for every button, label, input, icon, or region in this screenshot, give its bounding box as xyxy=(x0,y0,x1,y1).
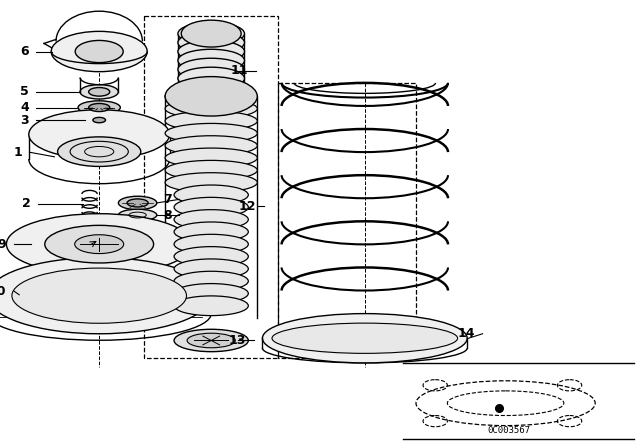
Ellipse shape xyxy=(174,271,248,291)
Bar xyxy=(144,16,278,358)
Ellipse shape xyxy=(272,323,458,353)
Text: 7: 7 xyxy=(163,193,172,206)
Text: 4: 4 xyxy=(20,101,29,114)
Ellipse shape xyxy=(178,49,244,72)
Ellipse shape xyxy=(58,137,141,166)
Ellipse shape xyxy=(178,67,244,90)
Ellipse shape xyxy=(174,185,248,205)
Ellipse shape xyxy=(78,101,120,114)
Ellipse shape xyxy=(165,99,257,118)
Ellipse shape xyxy=(76,40,123,63)
Ellipse shape xyxy=(6,214,192,275)
Ellipse shape xyxy=(165,148,257,168)
Ellipse shape xyxy=(181,20,241,47)
Ellipse shape xyxy=(174,329,248,352)
Text: 0C003567: 0C003567 xyxy=(487,426,531,435)
Text: 13: 13 xyxy=(229,334,246,347)
Ellipse shape xyxy=(165,136,257,155)
Text: 14: 14 xyxy=(458,327,475,340)
Ellipse shape xyxy=(174,259,248,279)
Text: 1: 1 xyxy=(13,146,22,159)
Ellipse shape xyxy=(187,333,236,348)
Ellipse shape xyxy=(85,115,113,125)
Ellipse shape xyxy=(29,110,170,159)
Ellipse shape xyxy=(178,22,244,45)
Ellipse shape xyxy=(165,160,257,180)
Ellipse shape xyxy=(12,268,186,323)
Ellipse shape xyxy=(174,210,248,229)
Ellipse shape xyxy=(93,117,106,123)
Ellipse shape xyxy=(118,209,157,221)
Text: 12: 12 xyxy=(239,199,256,213)
Ellipse shape xyxy=(178,58,244,81)
Text: 8: 8 xyxy=(163,208,172,222)
Ellipse shape xyxy=(174,222,248,241)
Ellipse shape xyxy=(118,196,157,210)
Ellipse shape xyxy=(51,31,147,72)
Ellipse shape xyxy=(174,284,248,303)
Text: 3: 3 xyxy=(20,113,29,127)
Ellipse shape xyxy=(88,87,110,96)
Text: 11: 11 xyxy=(231,64,248,78)
Ellipse shape xyxy=(165,123,257,143)
Ellipse shape xyxy=(178,31,244,54)
Ellipse shape xyxy=(75,235,124,254)
Ellipse shape xyxy=(80,85,118,99)
Text: 2: 2 xyxy=(22,197,31,211)
Ellipse shape xyxy=(88,103,110,112)
Text: 5: 5 xyxy=(20,85,29,99)
Bar xyxy=(278,83,416,358)
Text: 9: 9 xyxy=(0,237,6,251)
Ellipse shape xyxy=(165,77,257,116)
Ellipse shape xyxy=(165,86,257,106)
Ellipse shape xyxy=(262,314,467,363)
Ellipse shape xyxy=(174,246,248,266)
Ellipse shape xyxy=(0,258,211,334)
Ellipse shape xyxy=(174,234,248,254)
Ellipse shape xyxy=(127,199,148,207)
Text: 6: 6 xyxy=(20,45,29,58)
Ellipse shape xyxy=(165,172,257,192)
Ellipse shape xyxy=(178,40,244,63)
Ellipse shape xyxy=(174,197,248,217)
Ellipse shape xyxy=(165,111,257,131)
Ellipse shape xyxy=(174,296,248,315)
Ellipse shape xyxy=(45,225,154,263)
Text: 10: 10 xyxy=(0,284,6,298)
